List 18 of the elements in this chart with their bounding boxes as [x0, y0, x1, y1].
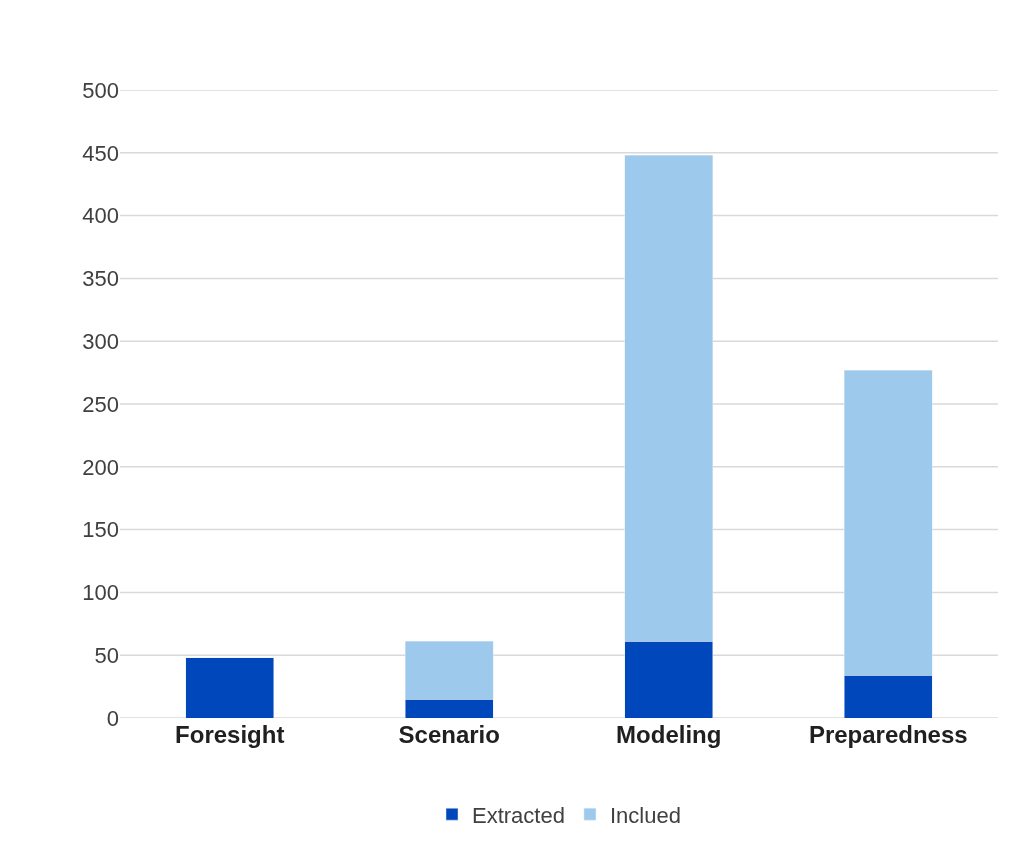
bar [185, 657, 274, 718]
y-tick-label: 300 [82, 328, 119, 354]
y-tick-label: 200 [82, 454, 119, 480]
x-tick-label: Foresight [175, 721, 285, 748]
legend-label: Extracted [472, 802, 565, 828]
y-tick-label: 100 [82, 580, 119, 606]
y-tick-label: 0 [106, 705, 119, 731]
y-tick-label: 250 [82, 391, 119, 417]
y-tick-label: 350 [82, 266, 119, 292]
y-tick-label: 150 [82, 517, 119, 543]
y-tick-label: 450 [82, 140, 119, 166]
x-tick-label: Scenario [398, 721, 500, 748]
y-tick-label: 50 [94, 642, 119, 668]
x-tick-label: Modeling [616, 721, 722, 748]
x-tick-label: Preparedness [808, 721, 968, 748]
y-tick-label: 500 [82, 77, 119, 103]
y-tick-label: 400 [82, 203, 119, 229]
legend-label: Inclued [609, 802, 681, 828]
